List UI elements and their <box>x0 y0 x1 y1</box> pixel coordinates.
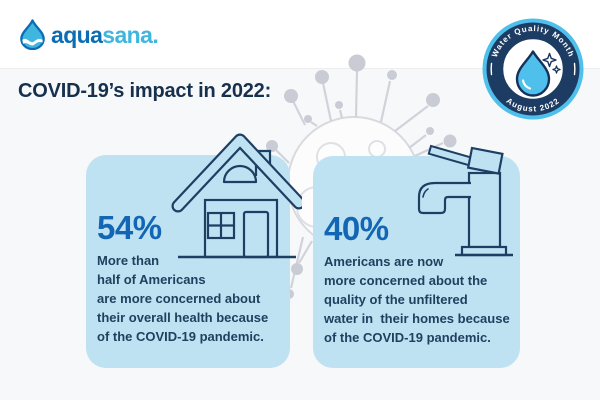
water-quality-badge: Water Quality Month August 2022 <box>482 18 584 120</box>
badge-drop-icon <box>515 50 551 97</box>
faucet-icon <box>417 144 513 257</box>
stat-card-health: 54% More than half of Americans are more… <box>86 133 302 368</box>
water-drop-icon <box>20 19 45 50</box>
aquasana-logo[interactable]: aquasana. <box>19 19 159 50</box>
stat-card-water: 40% Americans are now more concerned abo… <box>313 144 520 368</box>
stat-value: 40% <box>324 210 389 247</box>
logo-text-sana: sana. <box>102 21 159 48</box>
stat-description: More than half of Americans are more con… <box>97 253 269 344</box>
page-headline: COVID-19’s impact in 2022: <box>18 80 272 102</box>
sparkle-icon <box>542 52 561 74</box>
house-icon <box>171 133 302 259</box>
stat-description: Americans are now more concerned about t… <box>324 254 510 345</box>
logo-wordmark: aquasana. <box>51 20 159 50</box>
stat-value: 54% <box>97 209 162 246</box>
logo-text-aqua: aqua <box>51 21 103 48</box>
